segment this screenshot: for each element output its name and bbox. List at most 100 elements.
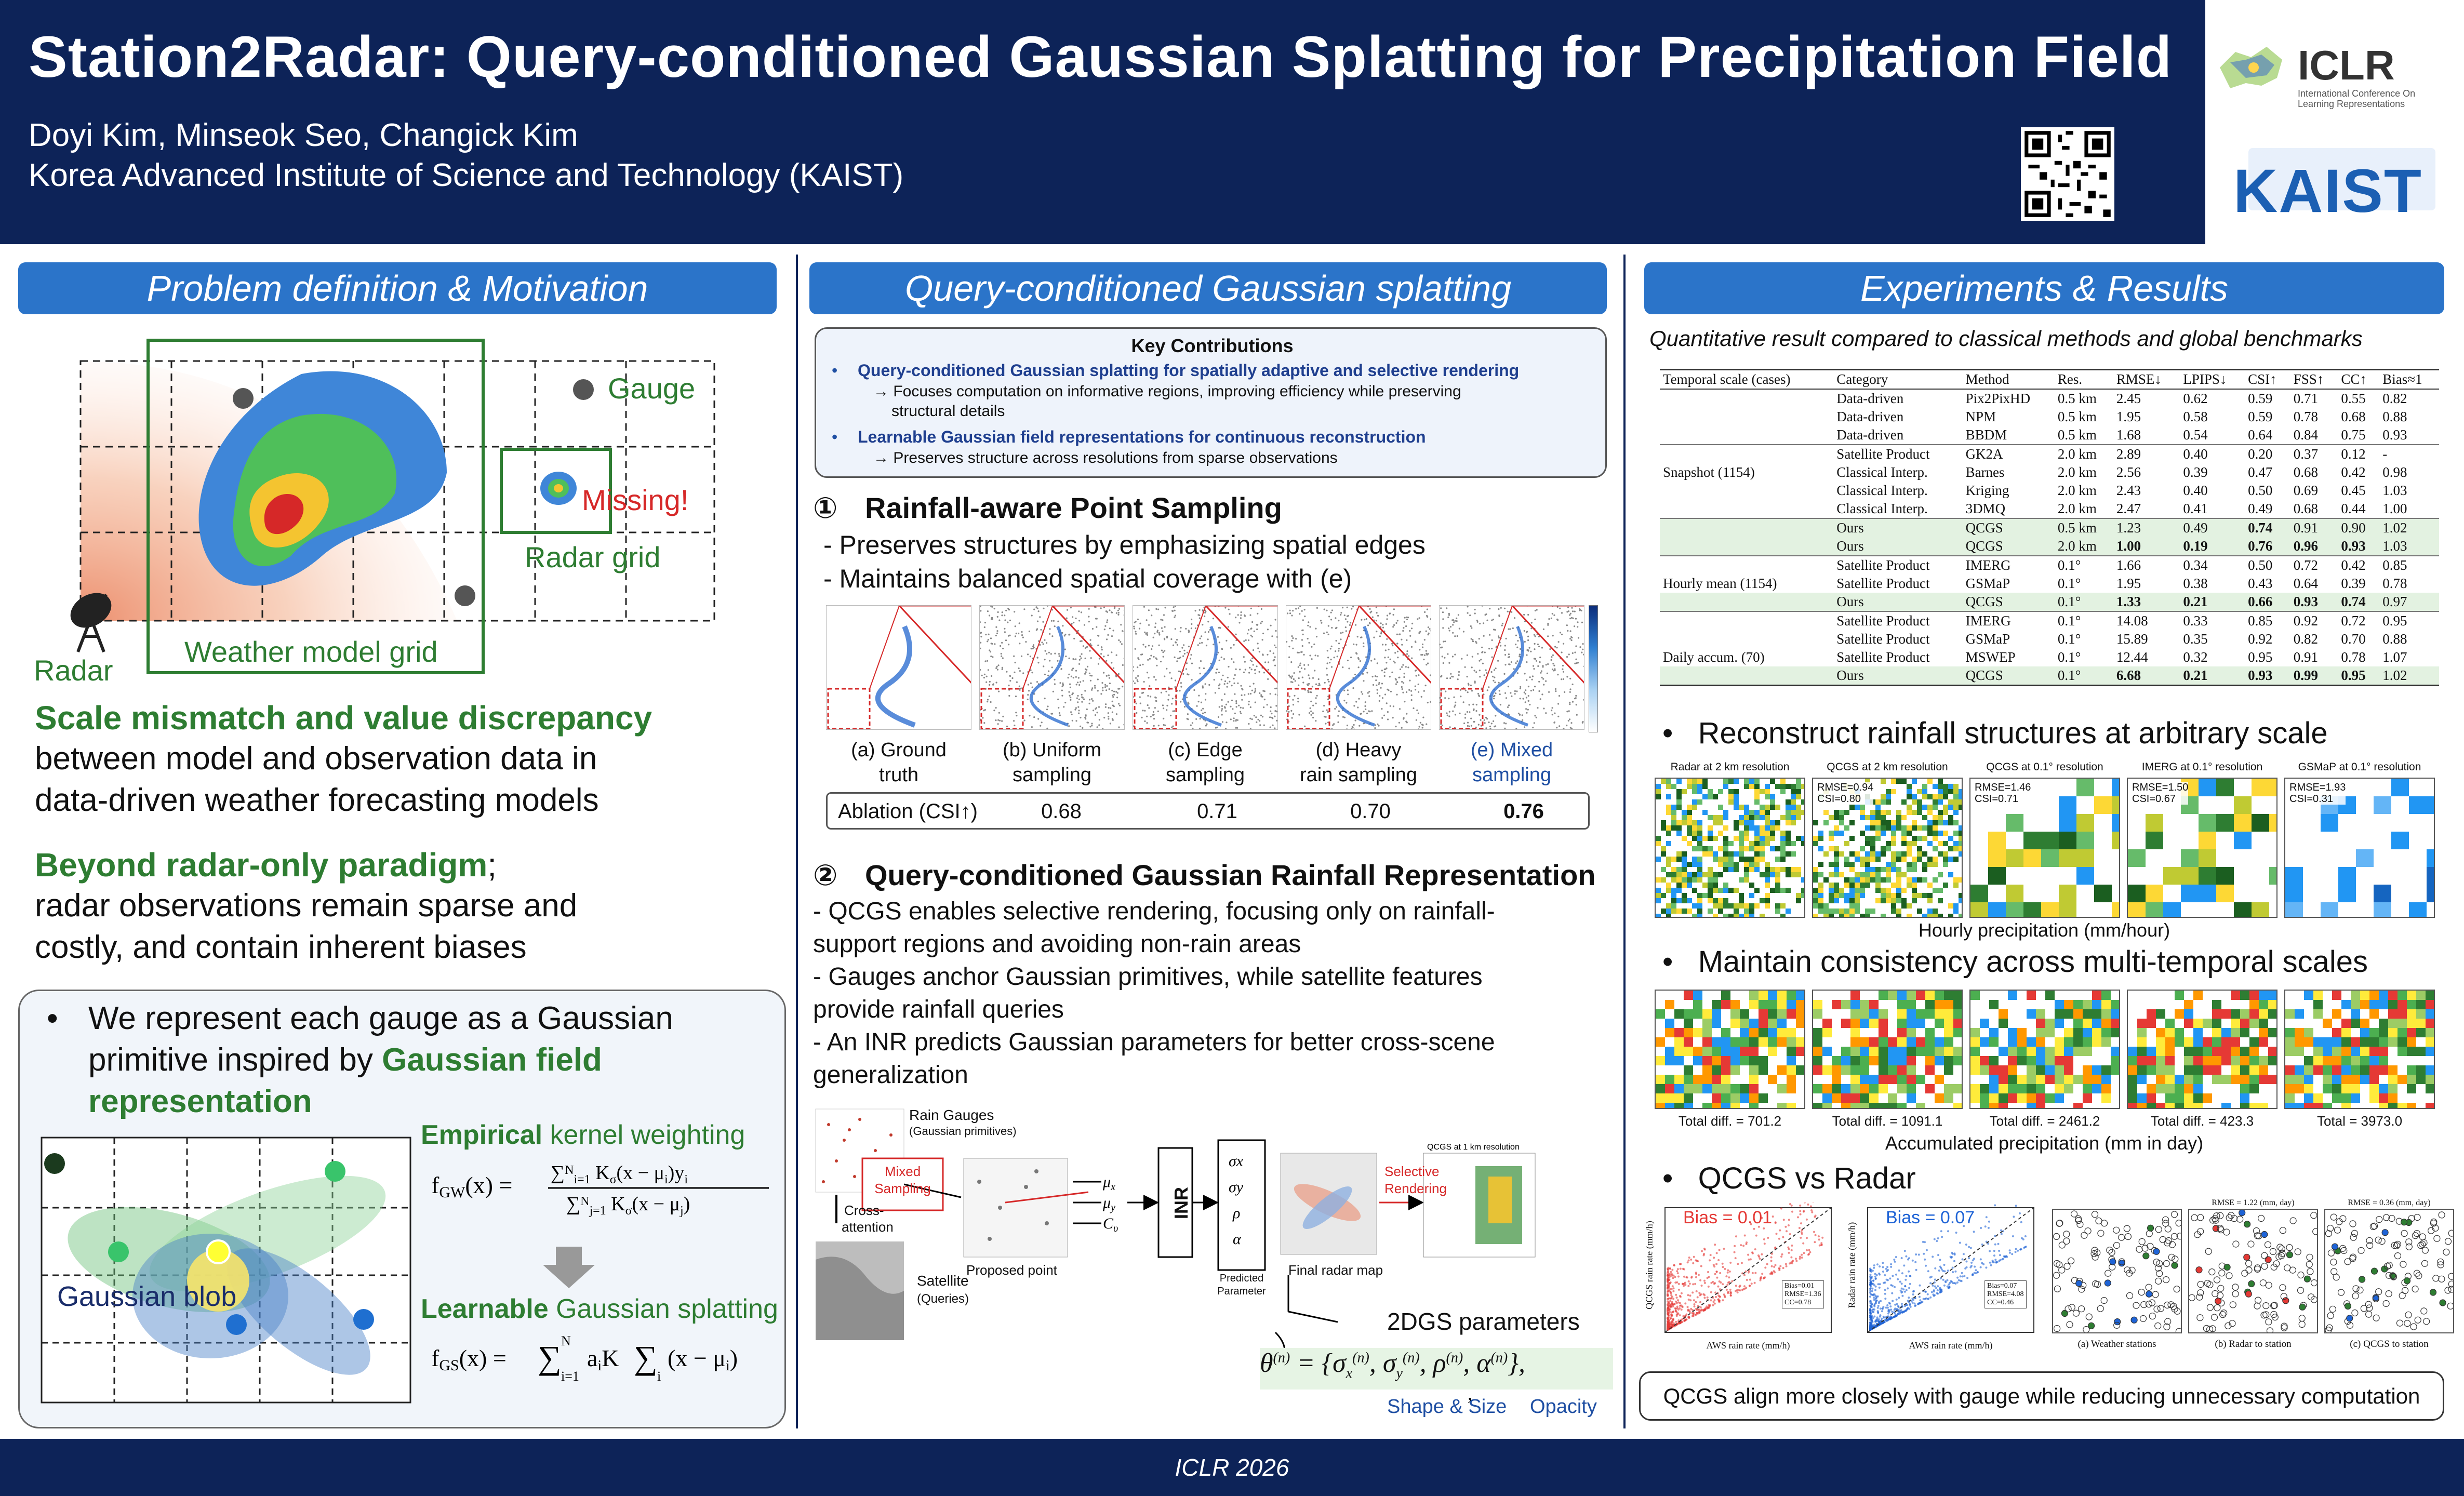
table-row: Satellite Product IMERG 0.1° 14.08 0.33 0.85 0… xyxy=(1660,611,2439,630)
table-header-cell: CC↑ xyxy=(2338,369,2380,390)
key-b2a: → Preserves structure across resolutions… xyxy=(873,449,1338,466)
table-cell: 0.38 xyxy=(2183,576,2208,591)
station-map xyxy=(2188,1209,2318,1333)
table-row: Satellite Product GSMaP 0.1° 15.89 0.35 0.92 0… xyxy=(1660,630,2439,648)
svg-text:∑: ∑ xyxy=(538,1339,562,1376)
s1-number: ① xyxy=(813,491,838,524)
qr-code-icon[interactable] xyxy=(2021,127,2114,221)
table-cell: 1.02 xyxy=(2379,666,2439,686)
table-cell: 0.68 xyxy=(2341,409,2366,424)
svg-text:fGW(x) =: fGW(x) = xyxy=(431,1172,512,1201)
radar-grid-label: Radar grid xyxy=(525,541,661,573)
r2-tile-caption: Total diff. = 2461.2 xyxy=(1989,1113,2100,1129)
table-cell: 0.92 xyxy=(2248,631,2273,647)
iclr-logo: ICLR International Conference On Learnin… xyxy=(2215,36,2443,109)
table-cell: 0.84 xyxy=(2293,427,2319,443)
gauss-bullet-line3: representation xyxy=(88,1084,312,1119)
r1-tile-csi: CSI=0.71 xyxy=(1975,793,2018,805)
empirical-rest: kernel weighting xyxy=(542,1120,745,1150)
p2-green: Beyond radar-only paradigm xyxy=(35,846,488,884)
key-b1: Query-conditioned Gaussian splatting for… xyxy=(858,361,1520,380)
s2-number: ② xyxy=(813,859,838,891)
key-b2: Learnable Gaussian field representations… xyxy=(858,428,1426,446)
learnable-heading: Learnable Gaussian splatting xyxy=(421,1293,778,1325)
table-cell: 2.47 xyxy=(2116,501,2141,516)
footer-text: ICLR 2026 xyxy=(1175,1454,1289,1481)
table-cell: 0.39 xyxy=(2183,464,2208,480)
pipe-proposed: Proposed point xyxy=(966,1262,1057,1278)
scatter-bias: Bias = 0.01 xyxy=(1683,1208,1773,1227)
station-map xyxy=(2324,1209,2454,1333)
r3-heading: • QCGS vs Radar xyxy=(1662,1161,1916,1195)
results-subtitle: Quantitative result compared to classica… xyxy=(1649,326,2363,351)
scatter-stat-line: Bias=0.01 xyxy=(1784,1282,1815,1290)
svg-text:Cυ: Cυ xyxy=(1103,1215,1118,1234)
table-cell: 0.47 xyxy=(2248,464,2273,480)
table-cell: 0.50 xyxy=(2248,483,2273,498)
table-cell: 2.89 xyxy=(2113,444,2180,463)
table-row: Data-driven Pix2PixHD 0.5 km 2.45 0.62 0.59 0.… xyxy=(1660,389,2439,408)
table-cell: Ours xyxy=(1833,593,1963,611)
svg-text:i: i xyxy=(657,1369,661,1384)
r1-tile: RMSE=0.94 CSI=0.80 xyxy=(1812,778,1963,918)
scatter-stats: Bias=0.01 RMSE=1.36 CC=0.78 xyxy=(1782,1280,1824,1308)
s2-line3: - An INR predicts Gaussian parameters fo… xyxy=(813,1028,1495,1056)
table-row: Classical Interp. Kriging 2.0 km 2.43 0.40 0.… xyxy=(1660,482,2439,500)
table-cell: 0.49 xyxy=(2248,501,2273,516)
table-cell: 2.0 km xyxy=(2057,464,2097,480)
table-cell: Ours xyxy=(1833,518,1963,537)
sampling-captions: (a) Ground truth (b) Uniform sampling (c) Ed… xyxy=(826,738,1590,790)
table-cell: 0.93 xyxy=(2245,666,2290,686)
table-cell: 0.97 xyxy=(2379,593,2439,611)
poster-title: Station2Radar: Query-conditioned Gaussia… xyxy=(29,24,2173,89)
table-row: Snapshot (1154) Classical Interp. Barnes 2.… xyxy=(1660,463,2439,482)
sample-caption-line1: (a) Ground xyxy=(851,739,947,761)
table-cell: 0.5 km xyxy=(2057,409,2097,424)
table-cell: 0.1° xyxy=(2054,666,2113,686)
table-cell: 0.64 xyxy=(2248,427,2273,443)
table-cell: 1.00 xyxy=(2382,501,2407,516)
table-cell: IMERG xyxy=(1962,611,2055,630)
table-cell: 1.95 xyxy=(2116,409,2141,424)
colorbar-icon xyxy=(1589,605,1598,732)
table-cell: 0.78 xyxy=(2293,409,2319,424)
svg-text:∑Ni=1 Kσ(x − μi)yi: ∑Ni=1 Kσ(x − μi)yi xyxy=(551,1162,688,1186)
table-row: Hourly mean (1154) Satellite Product GSMaP… xyxy=(1660,575,2439,593)
table-cell: Satellite Product xyxy=(1833,611,1963,630)
table-cell-scale xyxy=(1660,666,1834,686)
s1-line2: - Maintains balanced spatial coverage wi… xyxy=(823,564,1352,593)
table-cell: 0.33 xyxy=(2180,611,2245,630)
table-cell: Data-driven xyxy=(1836,427,1904,443)
table-row: Daily accum. (70) Satellite Product MSWEP 0… xyxy=(1660,648,2439,666)
r1-text: Reconstruct rainfall structures at arbit… xyxy=(1698,716,2328,750)
station-map-caption: (c) QCGS to station xyxy=(2350,1339,2429,1350)
table-cell: Barnes xyxy=(1965,464,2005,480)
table-header-cell: RMSE↓ xyxy=(2113,369,2180,390)
gaussian-blob-label: Gaussian blob xyxy=(57,1281,237,1312)
svg-text:QCGS at 1 km resolution: QCGS at 1 km resolution xyxy=(1427,1143,1520,1152)
sample-thumbnail xyxy=(1133,605,1278,730)
table-cell: 0.90 xyxy=(2338,518,2380,537)
table-cell: GK2A xyxy=(1962,444,2055,463)
r1-tile-title: IMERG at 0.1° resolution xyxy=(2141,761,2263,773)
iclr-tagline: International Conference On Learning Rep… xyxy=(2298,88,2416,109)
r1-tile: RMSE=1.46 CSI=0.71 xyxy=(1969,778,2120,918)
scatter-stats: Bias=0.07 RMSE=4.08 CC=0.46 xyxy=(1984,1280,2027,1308)
p2-line2: radar observations remain sparse and xyxy=(35,888,578,924)
table-cell: 0.43 xyxy=(2248,576,2273,591)
table-cell: 1.07 xyxy=(2382,649,2407,665)
s1-title: Rainfall-aware Point Sampling xyxy=(865,491,1282,524)
table-cell-scale xyxy=(1660,500,1833,518)
gauss-bullet-green: Gaussian field xyxy=(382,1042,602,1078)
table-cell: QCGS xyxy=(1962,537,2055,556)
pipe-attention: attention xyxy=(842,1219,894,1235)
table-cell: Satellite Product xyxy=(1833,444,1963,463)
table-cell: Satellite Product xyxy=(1833,555,1963,575)
table-cell: Kriging xyxy=(1965,483,2009,498)
r1-tile-rmse: RMSE=0.94 xyxy=(1817,782,1874,793)
svg-text:∑Nj=1 Kσ(x − μj): ∑Nj=1 Kσ(x − μj) xyxy=(566,1193,690,1218)
table-cell: Data-driven xyxy=(1836,409,1904,424)
scatter-stat-line: CC=0.46 xyxy=(1987,1299,2014,1306)
pipeline-diagram: μx μy Cυ σx σy ρ α QCGS at 1 km resoluti… xyxy=(813,1104,1616,1426)
sample-caption-line2: truth xyxy=(878,764,919,786)
